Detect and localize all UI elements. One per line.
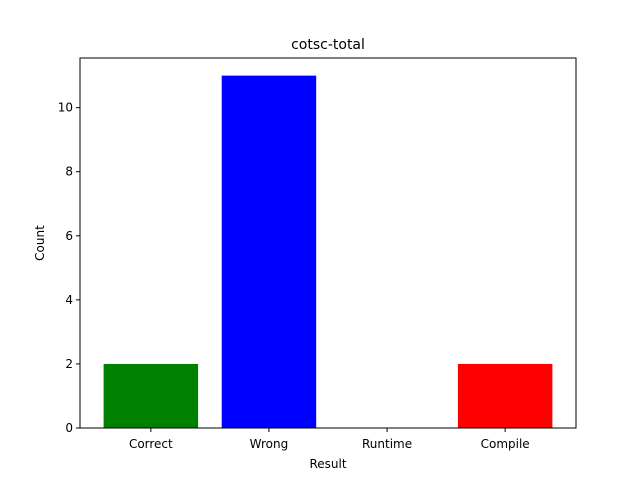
x-axis-ticks: Correct Wrong Runtime Compile xyxy=(129,428,530,451)
y-axis-label: Count xyxy=(33,225,47,261)
x-tick-label: Compile xyxy=(481,437,530,451)
chart-title: cotsc-total xyxy=(291,37,365,53)
x-axis-label: Result xyxy=(309,457,346,471)
y-tick-label: 8 xyxy=(65,165,73,179)
bar-correct xyxy=(103,363,199,428)
y-tick-label: 0 xyxy=(65,421,73,435)
y-tick-label: 2 xyxy=(65,357,73,371)
y-tick-label: 4 xyxy=(65,293,73,307)
y-tick-label: 6 xyxy=(65,229,73,243)
y-tick-label: 10 xyxy=(58,101,73,115)
bar-wrong xyxy=(221,75,317,428)
bars-group xyxy=(103,75,553,428)
bar-compile xyxy=(457,363,553,428)
x-tick-label: Correct xyxy=(129,437,173,451)
axes-frame xyxy=(79,57,577,429)
y-axis-ticks: 0 2 4 6 8 10 xyxy=(58,101,80,435)
x-tick-label: Wrong xyxy=(250,437,289,451)
x-tick-label: Runtime xyxy=(362,437,412,451)
